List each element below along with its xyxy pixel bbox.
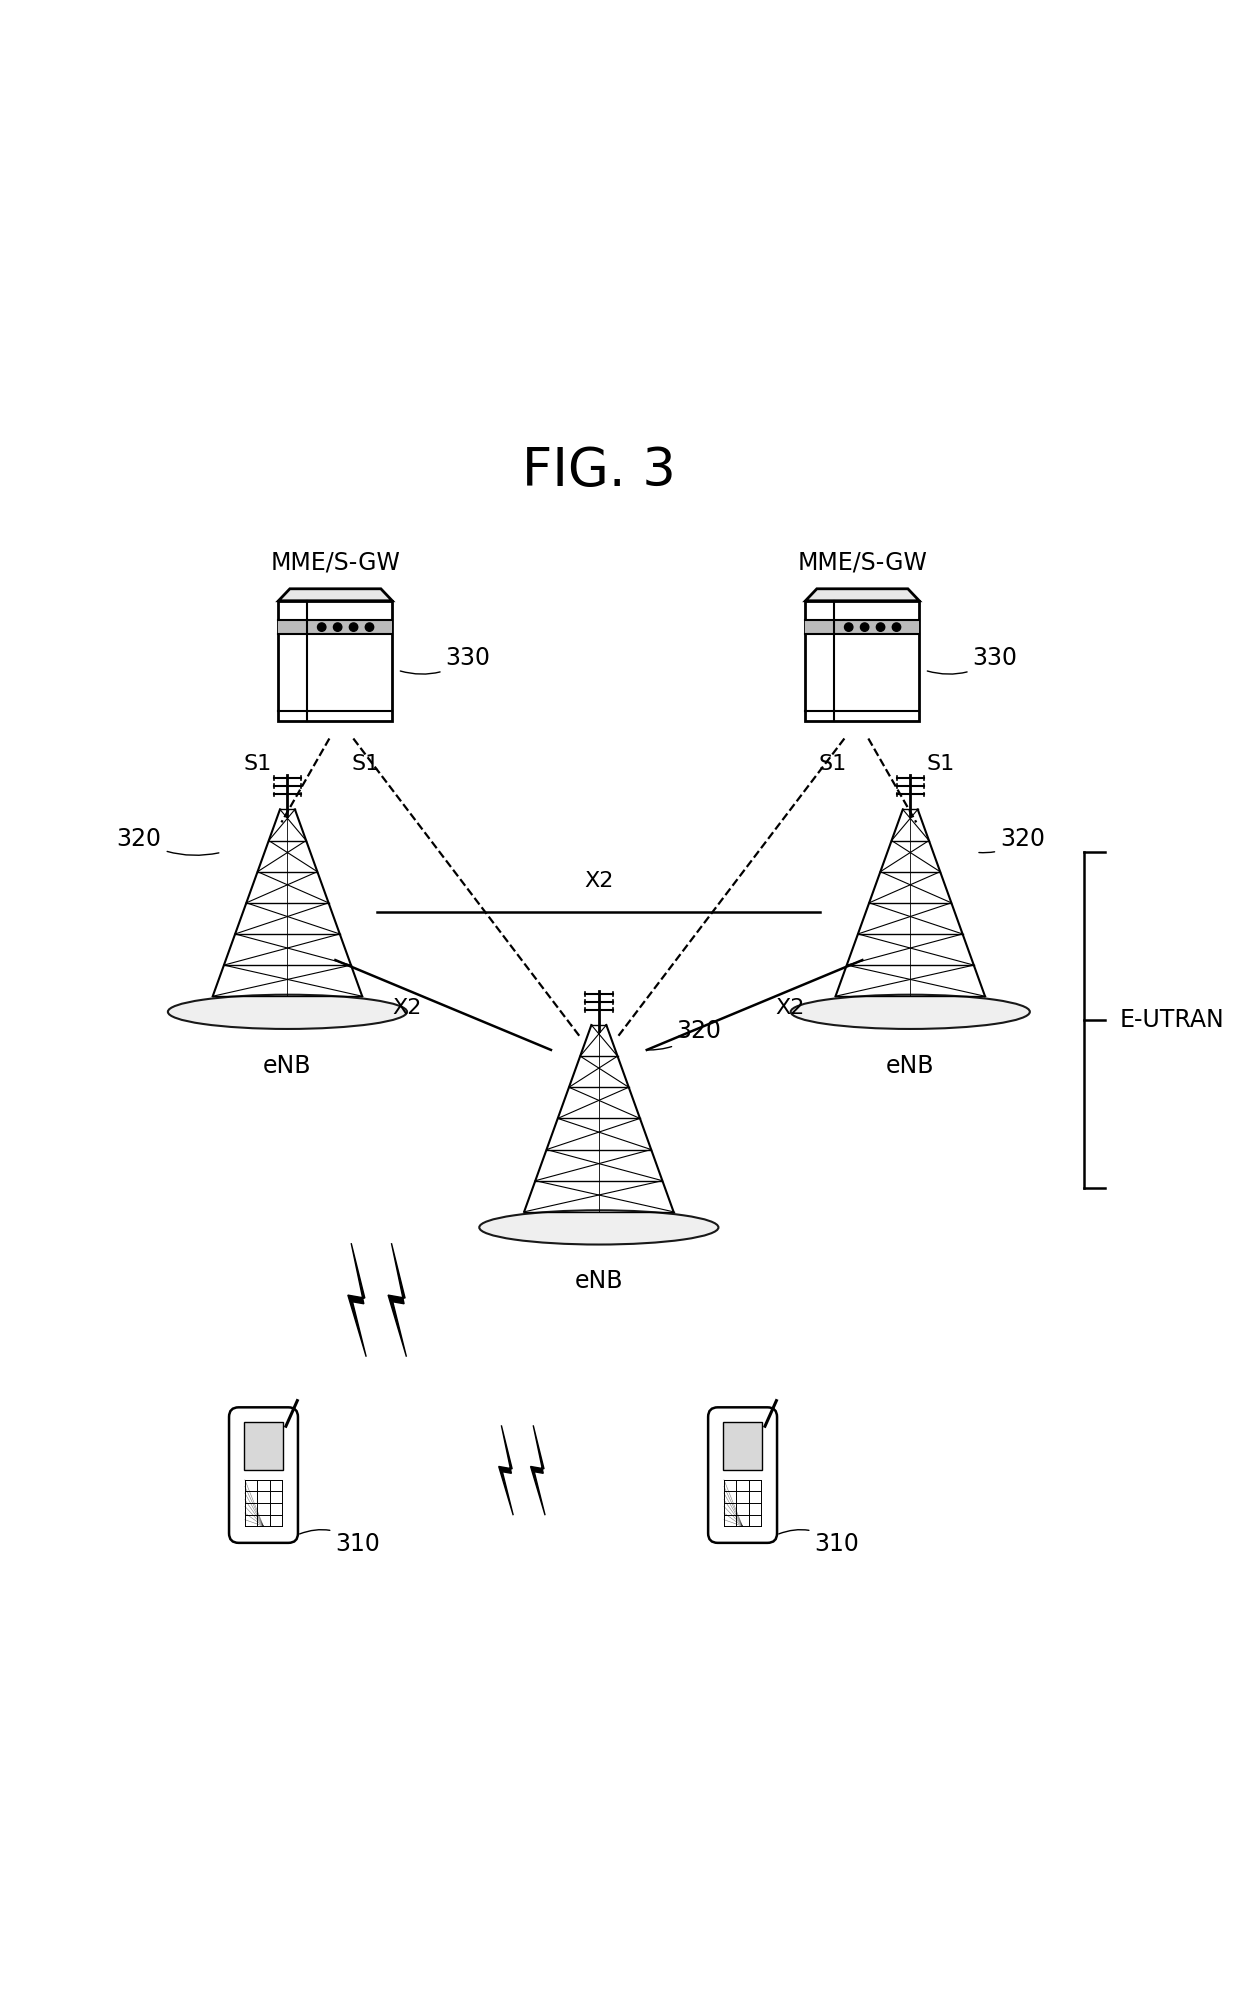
- Circle shape: [861, 623, 869, 631]
- FancyBboxPatch shape: [229, 1407, 298, 1543]
- Text: eNB: eNB: [263, 1054, 311, 1078]
- Polygon shape: [279, 589, 392, 601]
- Bar: [806, 619, 919, 635]
- Bar: [279, 619, 392, 635]
- Ellipse shape: [480, 1210, 718, 1244]
- Circle shape: [350, 623, 358, 631]
- Text: eNB: eNB: [574, 1269, 624, 1293]
- Bar: [279, 601, 392, 721]
- Circle shape: [317, 623, 326, 631]
- Text: E-UTRAN: E-UTRAN: [1120, 1008, 1225, 1032]
- Text: 330: 330: [401, 647, 491, 673]
- Polygon shape: [498, 1425, 513, 1515]
- Circle shape: [893, 623, 900, 631]
- Text: FIG. 3: FIG. 3: [522, 445, 676, 497]
- Ellipse shape: [791, 994, 1030, 1028]
- Polygon shape: [806, 589, 919, 601]
- Text: S1: S1: [926, 754, 955, 774]
- Text: 320: 320: [117, 828, 219, 856]
- Text: X2: X2: [393, 998, 422, 1018]
- Polygon shape: [388, 1242, 407, 1357]
- Text: X2: X2: [776, 998, 805, 1018]
- Text: S1: S1: [243, 754, 272, 774]
- Text: eNB: eNB: [887, 1054, 935, 1078]
- Circle shape: [366, 623, 373, 631]
- Text: 310: 310: [300, 1529, 381, 1555]
- Text: MME/S-GW: MME/S-GW: [270, 551, 401, 575]
- FancyBboxPatch shape: [243, 1421, 284, 1471]
- Text: 320: 320: [647, 1018, 722, 1050]
- Polygon shape: [531, 1425, 546, 1515]
- Bar: [806, 601, 919, 721]
- Text: S1: S1: [351, 754, 379, 774]
- Text: 310: 310: [779, 1529, 859, 1555]
- FancyBboxPatch shape: [723, 1421, 763, 1471]
- Text: 320: 320: [978, 828, 1045, 854]
- FancyBboxPatch shape: [708, 1407, 777, 1543]
- Text: 330: 330: [928, 647, 1018, 673]
- Text: MME/S-GW: MME/S-GW: [797, 551, 928, 575]
- Circle shape: [877, 623, 885, 631]
- Text: X2: X2: [584, 870, 614, 890]
- Text: S1: S1: [818, 754, 847, 774]
- Circle shape: [844, 623, 853, 631]
- Polygon shape: [348, 1242, 366, 1357]
- Circle shape: [334, 623, 342, 631]
- Ellipse shape: [167, 994, 407, 1028]
